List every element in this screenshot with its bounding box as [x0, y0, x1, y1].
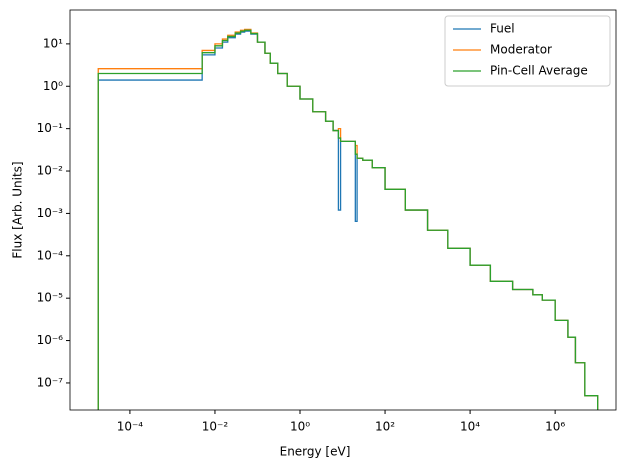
x-tick-label: 10⁻⁴: [117, 420, 144, 434]
y-tick-label: 10⁻⁴: [37, 248, 64, 262]
y-tick-label: 10⁰: [43, 79, 63, 93]
y-axis-label: Flux [Arb. Units]: [11, 161, 25, 258]
legend-label: Pin-Cell Average: [490, 64, 588, 78]
x-tick-label: 10⁶: [545, 420, 565, 434]
step-line: [97, 28, 599, 410]
y-tick-label: 10⁻²: [37, 164, 64, 178]
legend-box: [444, 15, 611, 87]
step-line: [97, 29, 599, 410]
legend-label: Fuel: [490, 22, 515, 36]
x-tick-label: 10⁻²: [202, 420, 229, 434]
x-tick-label: 10⁰: [290, 420, 310, 434]
step-line: [97, 30, 599, 410]
y-tick-label: 10⁻⁵: [37, 291, 64, 305]
y-tick-label: 10⁻⁷: [37, 375, 64, 389]
y-tick-label: 10⁻¹: [37, 121, 64, 135]
y-tick-label: 10⁻³: [37, 206, 64, 220]
y-tick-label: 10¹: [43, 36, 63, 50]
plot-area: [97, 28, 599, 410]
x-tick-label: 10²: [375, 420, 395, 434]
y-tick-label: 10⁻⁶: [37, 333, 64, 347]
x-tick-label: 10⁴: [460, 420, 480, 434]
legend-label: Moderator: [490, 43, 552, 57]
plot-frame: [69, 9, 617, 411]
x-axis-label: Energy [eV]: [280, 445, 351, 459]
